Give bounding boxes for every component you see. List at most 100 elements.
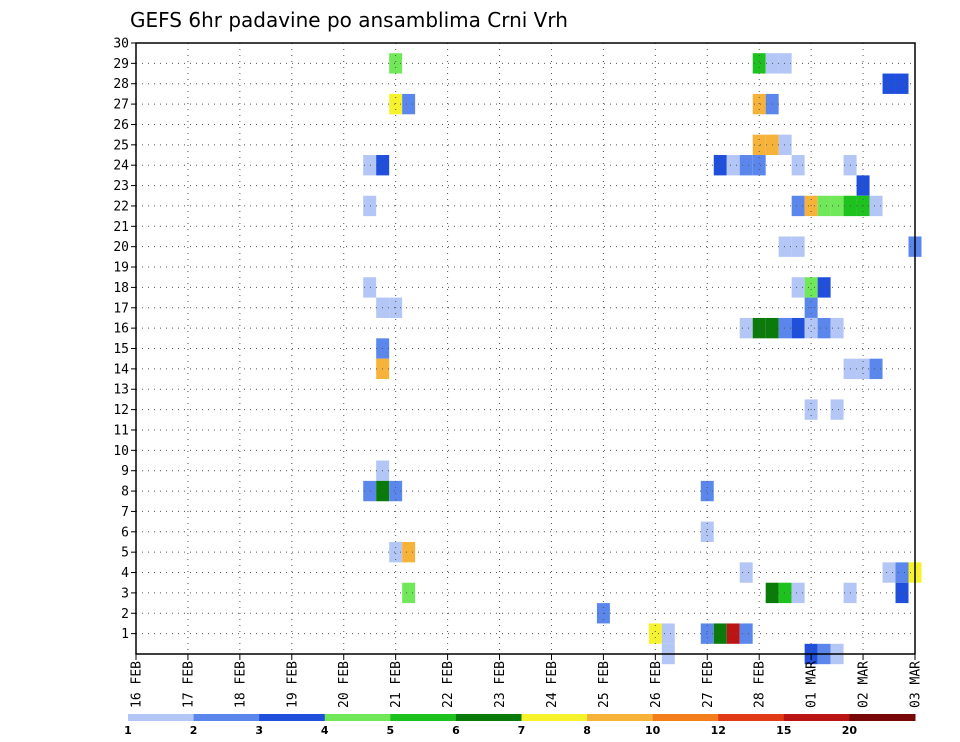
y-tick-label: 17 (113, 301, 129, 316)
legend-label: 12 (711, 724, 726, 737)
y-tick-label: 10 (113, 444, 129, 459)
heatmap-cell (778, 582, 792, 604)
heatmap-cell (869, 358, 883, 380)
y-tick-label: 2 (121, 607, 129, 622)
heatmap-cell (389, 53, 403, 74)
plot-frame (135, 42, 916, 655)
y-tick-label: 29 (113, 57, 129, 72)
legend-label: 6 (452, 724, 460, 737)
y-tick-label: 3 (121, 586, 129, 601)
legend-label: 4 (321, 724, 329, 737)
heatmap-cell (778, 53, 792, 74)
heatmap-cell (661, 623, 675, 644)
x-tick-label: 27 FEB (701, 661, 716, 708)
heatmap-cell (739, 317, 753, 339)
heatmap-cell (363, 195, 377, 217)
heatmap-cell (752, 317, 766, 339)
heatmap-cell (804, 277, 818, 298)
heatmap-cell (817, 317, 831, 339)
y-tick-label: 6 (121, 525, 129, 540)
y-tick-label: 4 (121, 566, 129, 581)
legend-label: 20 (842, 724, 858, 737)
heatmap-cell (817, 277, 831, 298)
legend-swatch (587, 714, 654, 721)
x-tick-label: 18 FEB (233, 661, 248, 708)
legend-swatch (521, 714, 588, 721)
heatmap-cell (869, 195, 883, 217)
y-tick-label: 8 (121, 485, 129, 500)
heatmap-cell (817, 195, 831, 217)
x-tick-label: 25 FEB (597, 661, 612, 708)
y-tick-label: 18 (113, 281, 129, 296)
heatmap-cell (389, 541, 403, 563)
heatmap-cell (726, 623, 740, 644)
heatmap-cell (895, 582, 909, 604)
legend-swatch (718, 714, 785, 721)
y-tick-label: 30 (113, 37, 129, 52)
heatmap-cell (389, 93, 403, 115)
legend-swatch (652, 714, 719, 721)
heatmap-cell (363, 155, 377, 176)
heatmap-cell (856, 175, 870, 196)
heatmap-cell (752, 93, 766, 115)
x-axis: 16 FEB 17 FEB 18 FEB 19 FEB 20 FEB 21 FEB 22 F… (130, 654, 924, 708)
legend-label: 7 (518, 724, 526, 737)
gridlines (136, 43, 915, 654)
y-tick-label: 21 (113, 220, 129, 235)
heatmap-cell (895, 562, 909, 583)
legend-label: 15 (776, 724, 791, 737)
legend-swatch (128, 714, 195, 721)
x-tick-label: 19 FEB (285, 661, 300, 708)
heatmap-cell (778, 236, 792, 257)
heatmap-cell (700, 480, 714, 502)
x-tick-label: 20 FEB (337, 661, 352, 708)
x-tick-label: 28 FEB (753, 661, 768, 708)
heatmap-cell (648, 623, 662, 644)
legend-label: 2 (190, 724, 198, 737)
heatmap-cell (791, 155, 805, 176)
y-tick-label: 7 (121, 505, 129, 520)
heatmap-cell (700, 521, 714, 542)
y-tick-label: 11 (113, 423, 129, 438)
x-tick-label: 02 MAR (857, 661, 872, 708)
y-tick-label: 28 (113, 77, 129, 92)
y-axis: 1234567891011121314151617181920212223242… (113, 37, 136, 642)
legend-swatch (849, 714, 916, 721)
legend-swatch (193, 714, 260, 721)
y-tick-label: 5 (121, 546, 129, 561)
legend-swatch (783, 714, 850, 721)
legend-swatch (390, 714, 457, 721)
heatmap-cell (363, 480, 377, 502)
x-tick-label: 26 FEB (649, 661, 664, 708)
legend-label: 8 (583, 724, 591, 737)
heatmap-cell (713, 623, 727, 644)
heatmap-cell (882, 562, 896, 583)
heatmap-cell (739, 155, 753, 176)
legend-label: 1 (124, 724, 132, 737)
y-tick-label: 9 (121, 464, 129, 479)
heatmap-cell (856, 358, 870, 380)
heatmap-cell (830, 399, 844, 420)
heatmap-cell (402, 93, 416, 115)
y-tick-label: 24 (113, 159, 129, 174)
x-tick-label: 21 FEB (389, 661, 404, 708)
legend-label: 3 (255, 724, 263, 737)
y-tick-label: 26 (113, 118, 129, 133)
heatmap-cell (713, 155, 727, 176)
heatmap-cell (791, 317, 805, 339)
x-tick-label: 03 MAR (909, 661, 924, 708)
x-tick-label: 01 MAR (805, 661, 820, 708)
heatmap-cell (752, 53, 766, 74)
heatmap-cell (895, 73, 909, 94)
x-tick-label: 16 FEB (130, 661, 145, 708)
heatmap-cell (402, 582, 416, 604)
heatmap-cell (700, 623, 714, 644)
x-tick-label: 23 FEB (493, 661, 508, 708)
heatmap-cell (752, 134, 766, 156)
heatmap-cell (791, 277, 805, 298)
heatmap-cell (830, 317, 844, 339)
y-tick-label: 19 (113, 261, 129, 276)
heatmap-cell (778, 134, 792, 156)
legend-swatch (259, 714, 326, 721)
